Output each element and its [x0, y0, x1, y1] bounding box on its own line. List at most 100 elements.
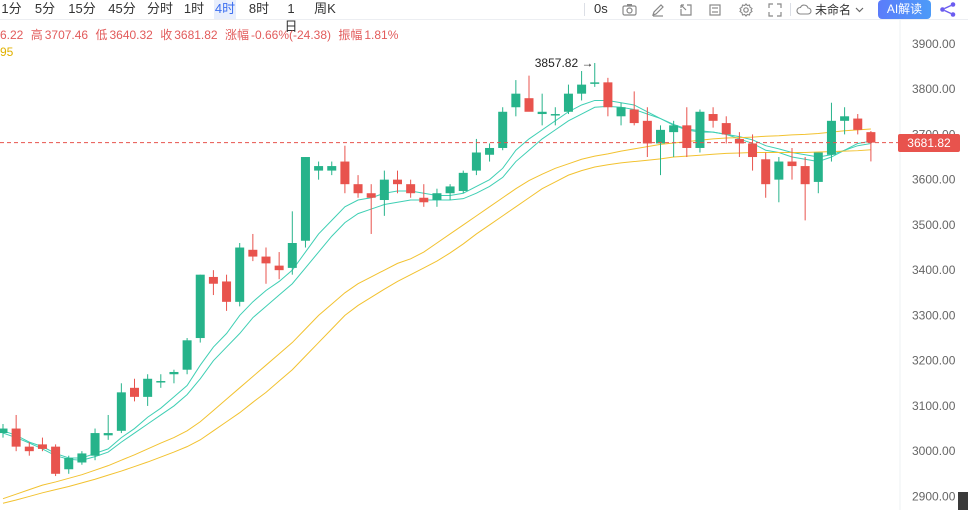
timeframe-9[interactable]: 周K: [314, 1, 336, 16]
divider: [790, 3, 791, 16]
delete-icon[interactable]: [706, 1, 724, 18]
ai-analysis-button[interactable]: AI解读: [878, 0, 931, 19]
timeframe-1[interactable]: 5分: [34, 1, 56, 16]
candle[interactable]: [393, 170, 402, 194]
candle[interactable]: [787, 147, 797, 180]
timeframe-7[interactable]: 8时: [248, 1, 270, 16]
candle[interactable]: [537, 93, 547, 126]
edit-icon[interactable]: [649, 1, 667, 18]
candle[interactable]: [314, 161, 324, 180]
candle[interactable]: [642, 107, 652, 158]
candle[interactable]: [379, 170, 389, 216]
candle[interactable]: [471, 138, 481, 176]
candle[interactable]: [498, 107, 508, 151]
candle[interactable]: [208, 270, 218, 296]
candle[interactable]: [235, 243, 245, 307]
candle[interactable]: [169, 369, 179, 384]
change-value: -0.66%(-24.38): [250, 28, 332, 42]
candle[interactable]: [340, 145, 350, 194]
candle[interactable]: [143, 374, 153, 406]
candle[interactable]: [721, 116, 731, 144]
candle[interactable]: [603, 77, 613, 117]
export-icon[interactable]: [677, 1, 695, 18]
candle[interactable]: [656, 125, 665, 176]
candle[interactable]: [24, 442, 34, 456]
layout-selector[interactable]: 未命名: [796, 0, 864, 19]
candle[interactable]: [682, 107, 692, 158]
candle[interactable]: [64, 455, 74, 474]
candle[interactable]: [748, 134, 758, 171]
candle[interactable]: [274, 252, 284, 280]
candle[interactable]: [432, 188, 442, 207]
candle[interactable]: [130, 378, 139, 402]
candle[interactable]: [458, 170, 468, 194]
candle[interactable]: [261, 247, 271, 284]
candle[interactable]: [669, 120, 679, 158]
candle[interactable]: [156, 374, 166, 388]
camera-icon[interactable]: [620, 1, 638, 18]
candle[interactable]: [366, 184, 376, 234]
candle[interactable]: [734, 132, 744, 158]
candle[interactable]: [590, 62, 600, 87]
candle[interactable]: [629, 91, 639, 126]
candle[interactable]: [406, 179, 416, 198]
candle[interactable]: [577, 71, 587, 101]
ohlc-legend: 6.22 高 3707.46 低 3640.32 收 3681.82 涨幅 -0.66%…: [0, 26, 402, 43]
candle[interactable]: [300, 157, 310, 248]
candle[interactable]: [511, 80, 521, 117]
candle[interactable]: [563, 84, 573, 115]
candle-body: [11, 428, 21, 447]
candle[interactable]: [287, 211, 297, 275]
candle[interactable]: [800, 157, 810, 221]
candle[interactable]: [248, 233, 258, 262]
timeframe-2[interactable]: 15分: [68, 1, 96, 16]
candle[interactable]: [51, 444, 61, 477]
fullscreen-icon[interactable]: [766, 1, 784, 18]
candle[interactable]: [327, 161, 337, 176]
candle[interactable]: [353, 175, 363, 198]
timeframe-8[interactable]: 1日: [284, 1, 298, 34]
candle[interactable]: [774, 157, 784, 203]
candle-body: [353, 184, 363, 194]
candle[interactable]: [182, 338, 192, 375]
timeframe-6[interactable]: 4时: [214, 0, 236, 19]
amplitude-value: 1.81%: [364, 28, 399, 42]
candle-body: [708, 114, 718, 121]
candle[interactable]: [761, 152, 771, 198]
candle[interactable]: [90, 428, 100, 461]
candle[interactable]: [708, 107, 718, 128]
candle-body: [406, 184, 416, 194]
timeframe-0[interactable]: 1分: [1, 1, 22, 16]
share-icon[interactable]: [938, 1, 958, 18]
timeframe-4[interactable]: 分时: [146, 1, 173, 16]
candle[interactable]: [826, 102, 836, 162]
candle[interactable]: [695, 109, 705, 153]
candle[interactable]: [866, 131, 876, 162]
candle[interactable]: [550, 107, 560, 126]
candle[interactable]: [524, 75, 534, 112]
candle[interactable]: [37, 437, 47, 452]
candle[interactable]: [195, 274, 205, 343]
candle[interactable]: [616, 102, 626, 126]
candle[interactable]: [0, 424, 8, 438]
candle[interactable]: [116, 383, 126, 434]
timeframe-5[interactable]: 1时: [183, 1, 205, 16]
candle[interactable]: [11, 414, 21, 452]
candle[interactable]: [77, 451, 87, 465]
candle-body: [182, 340, 192, 370]
cloud-icon: [796, 4, 812, 15]
candlestick-chart[interactable]: 2900.00 3000.00 3100.00 3200.00 3300.00 3400.…: [0, 19, 968, 510]
gear-icon[interactable]: [737, 1, 755, 18]
candle[interactable]: [485, 143, 495, 162]
candle[interactable]: [840, 107, 850, 135]
speed-selector[interactable]: 0s: [594, 1, 608, 16]
candle[interactable]: [813, 152, 823, 194]
candle[interactable]: [853, 114, 863, 135]
candle-body: [721, 123, 731, 135]
candle-body: [314, 166, 324, 171]
candle[interactable]: [222, 274, 232, 311]
timeframe-3[interactable]: 45分: [108, 1, 136, 16]
candle[interactable]: [103, 414, 113, 440]
candle[interactable]: [419, 184, 429, 207]
candle[interactable]: [445, 184, 455, 201]
